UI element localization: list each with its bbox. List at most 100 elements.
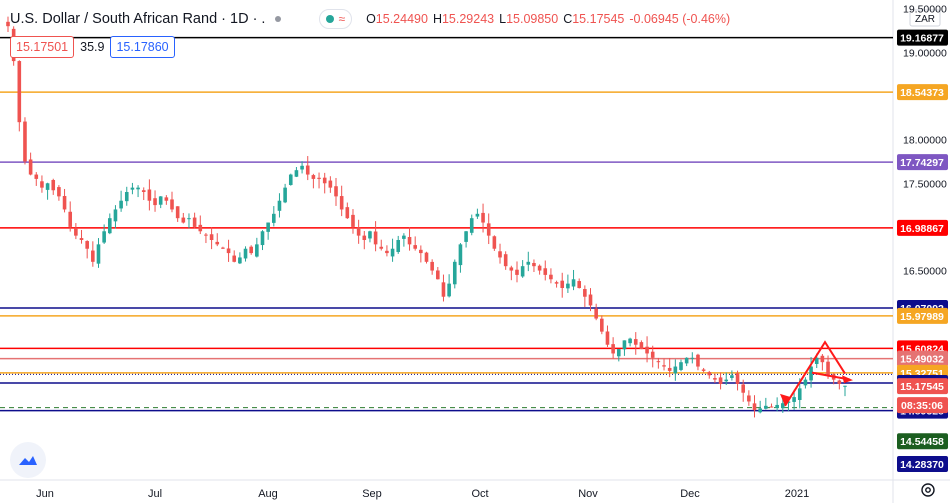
candle-body[interactable] — [486, 223, 491, 236]
candle-body[interactable] — [803, 379, 808, 386]
candle-body[interactable] — [238, 257, 242, 264]
candle-body[interactable] — [509, 267, 514, 271]
candle-body[interactable] — [283, 187, 287, 203]
candle-body[interactable] — [57, 187, 61, 197]
candle-body[interactable] — [130, 187, 135, 190]
candle-body[interactable] — [6, 21, 10, 27]
candle-body[interactable] — [622, 340, 627, 350]
candle-body[interactable] — [390, 248, 395, 257]
candle-body[interactable] — [667, 367, 672, 371]
candle-body[interactable] — [294, 170, 299, 177]
candle-body[interactable] — [305, 165, 310, 175]
candle-body[interactable] — [696, 354, 700, 367]
sell-button[interactable]: 15.17501 — [10, 36, 75, 58]
candle-body[interactable] — [221, 247, 225, 249]
candle-body[interactable] — [204, 234, 208, 236]
candle-body[interactable] — [322, 177, 327, 184]
candle-body[interactable] — [311, 175, 316, 179]
candle-body[interactable] — [549, 274, 553, 280]
candle-body[interactable] — [351, 214, 355, 227]
candle-body[interactable] — [385, 250, 389, 254]
candle-body[interactable] — [96, 244, 101, 264]
candle-body[interactable] — [136, 187, 140, 190]
candle-body[interactable] — [164, 197, 169, 201]
candle-body[interactable] — [277, 200, 282, 211]
candle-body[interactable] — [91, 250, 95, 262]
candle-body[interactable] — [662, 365, 666, 367]
candle-body[interactable] — [701, 369, 706, 371]
buy-button[interactable]: 15.17860 — [110, 36, 175, 58]
candle-body[interactable] — [430, 261, 434, 271]
candle-body[interactable] — [266, 222, 270, 232]
candle-body[interactable] — [526, 261, 531, 265]
candle-body[interactable] — [345, 207, 350, 219]
candle-body[interactable] — [260, 231, 265, 246]
candle-body[interactable] — [402, 235, 406, 239]
candle-body[interactable] — [713, 378, 717, 380]
candle-body[interactable] — [843, 385, 847, 387]
candle-body[interactable] — [436, 270, 440, 280]
candle-body[interactable] — [747, 395, 751, 402]
candle-body[interactable] — [34, 174, 39, 179]
candle-body[interactable] — [447, 283, 451, 297]
candle-body[interactable] — [503, 254, 508, 267]
candle-body[interactable] — [752, 403, 757, 411]
candle-body[interactable] — [272, 213, 276, 223]
candle-body[interactable] — [45, 183, 50, 190]
candle-body[interactable] — [577, 281, 581, 288]
candle-body[interactable] — [339, 196, 344, 210]
candle-body[interactable] — [594, 308, 598, 319]
candle-body[interactable] — [690, 357, 695, 359]
candle-body[interactable] — [837, 380, 842, 384]
candle-body[interactable] — [419, 249, 423, 254]
candle-body[interactable] — [588, 294, 593, 306]
candle-body[interactable] — [758, 408, 762, 413]
candle-body[interactable] — [232, 255, 237, 262]
candle-body[interactable] — [650, 351, 655, 358]
candle-body[interactable] — [192, 217, 197, 227]
candle-body[interactable] — [396, 240, 401, 252]
candle-body[interactable] — [628, 338, 632, 344]
candle-body[interactable] — [181, 217, 186, 223]
indicator-toggle[interactable]: ≈ — [319, 9, 353, 29]
candle-body[interactable] — [328, 180, 333, 188]
candle-body[interactable] — [147, 189, 152, 201]
candle-body[interactable] — [373, 231, 378, 245]
candle-body[interactable] — [255, 244, 259, 257]
candle-body[interactable] — [515, 269, 519, 275]
candle-body[interactable] — [62, 196, 67, 210]
candle-body[interactable] — [809, 366, 813, 381]
candle-body[interactable] — [520, 266, 525, 277]
candle-body[interactable] — [639, 342, 644, 350]
candle-body[interactable] — [735, 373, 740, 384]
candle-body[interactable] — [633, 339, 638, 345]
tradingview-logo-icon[interactable] — [10, 442, 46, 478]
currency-box[interactable] — [909, 9, 941, 27]
candle-body[interactable] — [724, 379, 729, 382]
candle-body[interactable] — [249, 246, 253, 254]
candle-body[interactable] — [17, 61, 22, 123]
candle-body[interactable] — [424, 252, 429, 262]
pattern-arrow-line[interactable] — [784, 340, 846, 407]
candle-body[interactable] — [820, 355, 825, 363]
candle-body[interactable] — [187, 218, 191, 220]
candle-body[interactable] — [481, 212, 485, 223]
candle-body[interactable] — [23, 121, 27, 162]
candle-body[interactable] — [119, 200, 123, 209]
candle-body[interactable] — [379, 246, 384, 249]
candle-body[interactable] — [532, 262, 536, 267]
candle-body[interactable] — [600, 318, 604, 332]
candle-body[interactable] — [498, 251, 502, 258]
candle-body[interactable] — [226, 248, 231, 254]
candle-body[interactable] — [362, 235, 367, 240]
candle-body[interactable] — [814, 357, 819, 364]
candle-body[interactable] — [102, 231, 106, 243]
candle-body[interactable] — [107, 218, 112, 234]
candle-body[interactable] — [452, 261, 457, 285]
candle-body[interactable] — [792, 397, 796, 402]
candle-body[interactable] — [74, 228, 78, 236]
candle-body[interactable] — [300, 165, 304, 170]
candle-body[interactable] — [85, 241, 89, 249]
candle-body[interactable] — [28, 159, 33, 175]
